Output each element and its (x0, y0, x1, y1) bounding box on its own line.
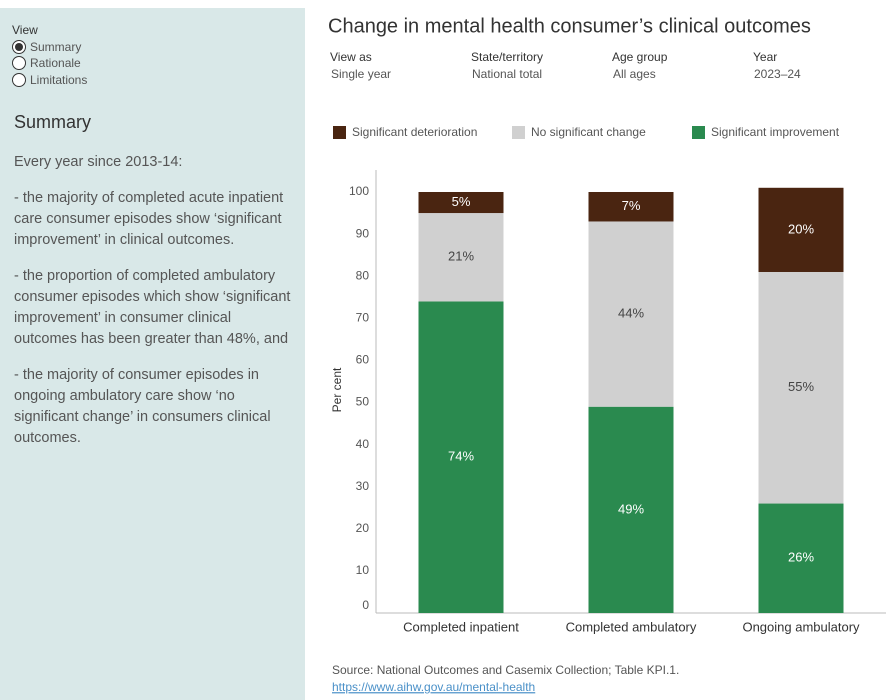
y-tick-label: 30 (356, 479, 370, 493)
paragraph: - the majority of completed acute inpati… (14, 190, 284, 248)
paragraph: - the proportion of completed ambulatory… (14, 268, 291, 347)
y-tick-label: 20 (356, 521, 370, 535)
filter-value: 2023–24 (754, 67, 801, 81)
summary-heading: Summary (14, 112, 92, 132)
data-label: 20% (788, 221, 814, 236)
bar-segment (758, 187, 844, 272)
summary-text: Every year since 2013-14: - the majority… (14, 152, 296, 464)
chart-title: Change in mental health consumer’s clini… (328, 15, 811, 37)
y-tick-label: 0 (362, 598, 369, 612)
y-tick-label: 80 (356, 268, 370, 282)
y-tick-label: 40 (356, 437, 370, 451)
data-label: 7% (622, 198, 641, 213)
y-tick-label: 60 (356, 353, 370, 367)
filter-value: All ages (613, 67, 656, 81)
filter-label: Year (753, 50, 777, 64)
y-axis-label: Per cent (330, 367, 344, 412)
radio-option[interactable]: Limitations (12, 73, 87, 87)
bar-segment (588, 192, 674, 222)
option-label[interactable]: Rationale (30, 56, 81, 70)
option-label[interactable]: Summary (30, 40, 82, 54)
x-tick-label: Ongoing ambulatory (742, 619, 860, 634)
bar-segment (418, 301, 504, 613)
bar-segment (418, 213, 504, 302)
legend-swatch (512, 126, 525, 139)
data-label: 21% (448, 249, 474, 264)
filter-value: Single year (331, 67, 391, 81)
x-tick-label: Completed inpatient (403, 619, 519, 634)
bar-segment (758, 503, 844, 613)
filter-label: Age group (612, 50, 668, 64)
data-label: 74% (448, 449, 474, 464)
view-label: View (12, 23, 38, 37)
bar-segment (588, 406, 674, 613)
filter-value: National total (472, 67, 542, 81)
legend-label: No significant change (531, 125, 646, 139)
option-label[interactable]: Limitations (30, 73, 88, 87)
sidebar: View Summary Rationale Limitations Summa… (0, 8, 305, 700)
data-label: 44% (618, 306, 644, 321)
paragraph: Every year since 2013-14: (14, 154, 183, 170)
radio-option[interactable]: Rationale (12, 56, 81, 70)
source-text: Source: National Outcomes and Casemix Co… (332, 663, 679, 677)
radio-option[interactable]: Summary (12, 40, 81, 54)
y-tick-label: 50 (356, 395, 370, 409)
filter-label: State/territory (471, 50, 543, 64)
legend-label: Significant deterioration (352, 125, 477, 139)
y-tick-label: 90 (356, 226, 370, 240)
data-label: 5% (452, 194, 471, 209)
bar-segment (758, 271, 844, 504)
legend-label: Significant improvement (711, 125, 840, 139)
data-label: 26% (788, 550, 814, 565)
legend-swatch (692, 126, 705, 139)
bar-segment (418, 192, 504, 214)
data-label: 49% (618, 501, 644, 516)
bar-segment (588, 221, 674, 407)
paragraph: - the majority of consumer episodes in o… (14, 367, 271, 446)
source-link[interactable]: https://www.aihw.gov.au/mental-health (332, 680, 535, 694)
x-tick-label: Completed ambulatory (566, 619, 697, 634)
legend-swatch (333, 126, 346, 139)
filter-label: View as (330, 50, 372, 64)
data-label: 55% (788, 379, 814, 394)
y-tick-label: 100 (349, 184, 369, 198)
y-tick-label: 70 (356, 310, 370, 324)
y-tick-label: 10 (356, 563, 370, 577)
